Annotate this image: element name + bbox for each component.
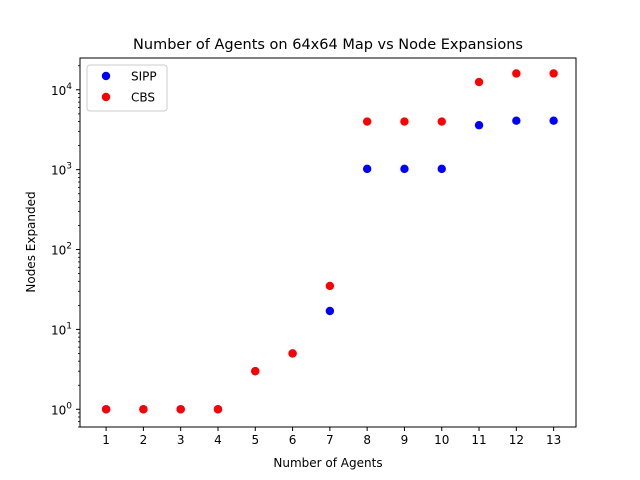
point-cbs-12	[512, 69, 521, 78]
x-tick-label: 2	[140, 433, 148, 447]
point-cbs-3	[176, 405, 185, 414]
x-tick-label: 8	[363, 433, 371, 447]
x-axis: 1 2 3 4 5 6 7 8 9 10 11 12 13	[102, 427, 561, 447]
y-tick-label: 100	[51, 401, 72, 417]
x-tick-label: 12	[509, 433, 524, 447]
point-sipp-10	[437, 164, 446, 174]
point-cbs-4	[213, 405, 223, 414]
point-cbs-13	[549, 69, 558, 78]
point-cbs-9	[400, 117, 409, 126]
plot-area	[101, 69, 558, 414]
x-tick-label: 5	[251, 433, 259, 447]
legend-marker-cbs	[101, 92, 111, 102]
x-tick-label: 3	[177, 433, 185, 447]
y-tick-label: 104	[51, 82, 72, 98]
y-axis-label: Nodes Expanded	[24, 191, 38, 292]
y-tick-label: 102	[51, 242, 72, 258]
point-sipp-9	[400, 164, 409, 174]
x-tick-label: 1	[102, 433, 110, 447]
y-tick-label: 103	[51, 162, 72, 178]
point-sipp-8	[362, 164, 372, 174]
x-tick-label: 6	[289, 433, 297, 447]
x-tick-label: 11	[471, 433, 486, 447]
legend-label-cbs: CBS	[131, 91, 155, 105]
point-sipp-12	[512, 116, 521, 125]
x-axis-label: Number of Agents	[273, 456, 382, 470]
x-tick-label: 7	[326, 433, 334, 447]
point-cbs-11	[474, 77, 484, 87]
point-cbs-6	[288, 349, 297, 358]
point-sipp-13	[549, 116, 558, 125]
y-axis: 100 101 102 103 104	[51, 65, 80, 428]
point-cbs-2	[139, 405, 148, 414]
plot-frame	[79, 57, 577, 428]
point-cbs-1	[101, 405, 111, 414]
legend-marker-sipp	[101, 71, 111, 81]
point-sipp-11	[474, 121, 484, 130]
legend-label-sipp: SIPP	[131, 70, 157, 84]
y-tick-label: 101	[51, 321, 72, 337]
point-cbs-10	[437, 117, 446, 126]
point-sipp-7	[325, 306, 335, 316]
chart-title: Number of Agents on 64x64 Map vs Node Ex…	[133, 37, 523, 53]
point-cbs-8	[362, 117, 372, 126]
point-cbs-7	[325, 281, 335, 291]
point-cbs-5	[251, 366, 260, 376]
x-tick-label: 9	[401, 433, 409, 447]
legend: SIPP CBS	[86, 64, 168, 112]
x-tick-label: 13	[546, 433, 561, 447]
x-tick-label: 4	[214, 433, 222, 447]
x-tick-label: 10	[434, 433, 449, 447]
